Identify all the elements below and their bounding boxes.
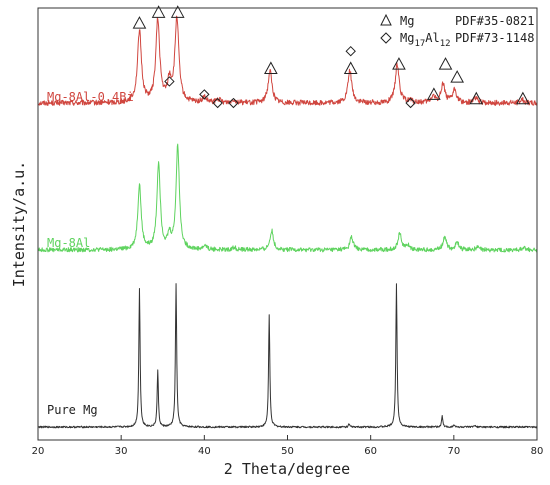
mg-peak-triangle-marker [392, 57, 406, 70]
series-label-mg-8al-0.4bi: Mg-8Al-0.4Bi [47, 90, 134, 104]
x-tick-label: 70 [447, 446, 460, 457]
legend-pdf-mg: PDF#35-0821 [455, 14, 534, 28]
mg17al12-peak-diamond-marker [199, 89, 210, 100]
mg-peak-triangle-marker [427, 87, 441, 100]
mg17al12-peak-diamond-marker [164, 76, 175, 87]
peak-marker-layer [132, 5, 530, 109]
mg-peak-triangle-marker [516, 91, 530, 105]
series-line-mg-8al [37, 143, 538, 253]
x-axis-ticks: 20 30 40 50 60 70 80 [32, 435, 544, 457]
mg-peak-triangle-marker [438, 57, 453, 70]
legend-triangle-marker [380, 13, 392, 26]
mg-peak-triangle-marker [151, 5, 166, 18]
x-tick-label: 60 [364, 446, 377, 457]
x-tick-label: 50 [281, 446, 294, 457]
x-tick-label: 20 [32, 446, 45, 457]
x-tick-label: 40 [198, 446, 211, 457]
mg-peak-triangle-marker [343, 61, 358, 74]
series-label-pure-mg: Pure Mg [47, 403, 98, 417]
legend-diamond-marker [380, 32, 392, 44]
mg-peak-triangle-marker [264, 61, 278, 74]
legend-phase-mg17al12: Mg17Al12 [400, 31, 451, 49]
mg-peak-triangle-marker [450, 70, 465, 83]
legend-phase-mg: Mg [400, 14, 414, 28]
legend: Mg PDF#35-0821 Mg17Al12 PDF#73-1148 [380, 13, 534, 49]
series-line-pure-mg [37, 283, 538, 429]
mg17al12-peak-diamond-marker [212, 97, 223, 109]
x-axis-label: 2 Theta/degree [224, 460, 350, 478]
legend-pdf-mg17al12: PDF#73-1148 [455, 31, 534, 45]
series-label-mg-8al: Mg-8Al [47, 236, 90, 250]
mg17al12-peak-diamond-marker [228, 97, 239, 109]
mg17al12-peak-diamond-marker [405, 97, 416, 109]
mg-peak-triangle-marker [170, 5, 185, 18]
y-axis-label: Intensity/a.u. [10, 161, 28, 287]
mg-peak-triangle-marker [469, 91, 484, 105]
mg-peak-triangle-marker [132, 16, 147, 29]
series-line-mg-8al-0.4bi [37, 15, 538, 106]
x-tick-label: 80 [531, 446, 544, 457]
series-layer [37, 15, 538, 429]
x-tick-label: 30 [115, 446, 128, 457]
mg17al12-peak-diamond-marker [345, 45, 356, 57]
